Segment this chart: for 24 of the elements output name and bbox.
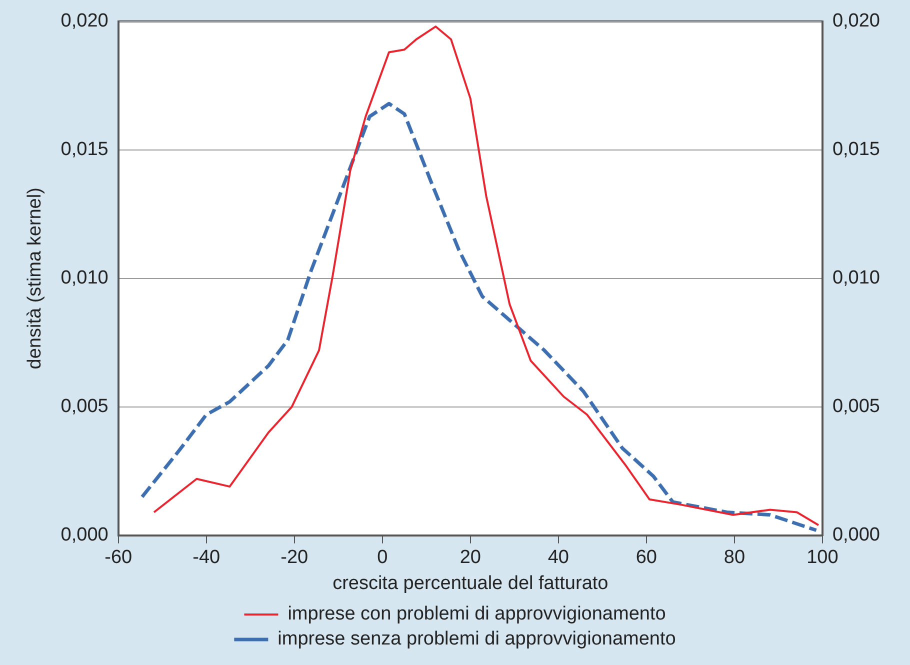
y-tick-label: 0,005 bbox=[60, 396, 108, 418]
y2-tick-label: 0,015 bbox=[832, 139, 880, 160]
legend-label: imprese senza problemi di approvvigionamento bbox=[278, 628, 676, 650]
y-tick-label: 0,010 bbox=[60, 268, 108, 289]
x-tick-label: 0 bbox=[377, 547, 388, 568]
y-axis-title: densità (stima kernel) bbox=[24, 188, 46, 370]
line-series bbox=[140, 102, 818, 532]
x-tick-label: -20 bbox=[280, 547, 308, 568]
x-tick-label: 40 bbox=[548, 547, 569, 568]
x-axis-title: crescita percentuale del fatturato bbox=[332, 572, 608, 594]
y-tick-label: 0,020 bbox=[60, 10, 108, 32]
legend-label: imprese con problemi di approvvigionamento bbox=[288, 604, 666, 625]
x-tick-label: 100 bbox=[806, 547, 838, 568]
x-tick-label: -60 bbox=[104, 547, 132, 568]
x-tick-label: 80 bbox=[724, 547, 746, 568]
y2-tick-label: 0,005 bbox=[832, 396, 880, 418]
y2-tick-label: 0,000 bbox=[832, 524, 880, 546]
x-tick-label: 60 bbox=[636, 547, 657, 568]
y-tick-label: 0,015 bbox=[60, 139, 108, 160]
y2-tick-label: 0,020 bbox=[832, 10, 880, 32]
x-tick-label: 20 bbox=[460, 547, 481, 568]
y2-tick-label: 0,010 bbox=[832, 268, 880, 289]
y-tick-label: 0,000 bbox=[60, 524, 108, 546]
x-tick-label: -40 bbox=[192, 547, 220, 568]
